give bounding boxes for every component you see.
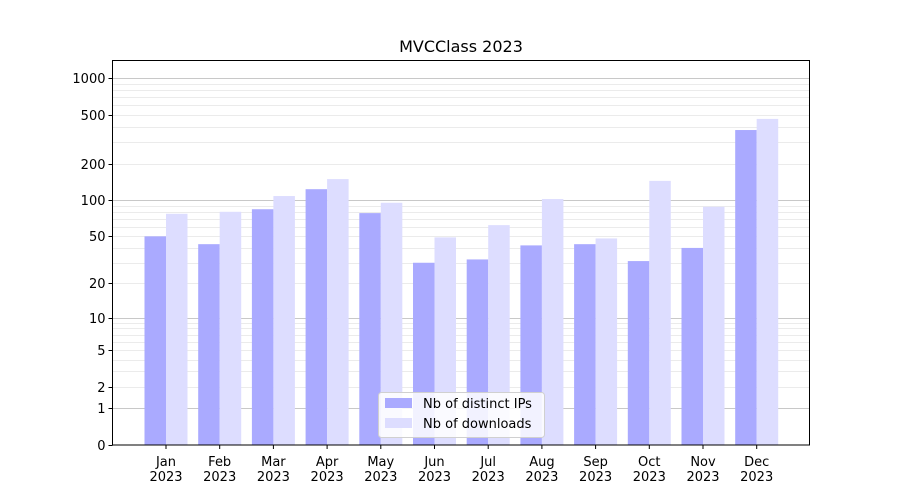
x-tick-label: Aug 2023 (525, 455, 558, 485)
x-tick-label: Nov 2023 (686, 455, 719, 485)
legend: Nb of distinct IPs Nb of downloads (378, 392, 545, 438)
x-tick-label-line: Oct (638, 455, 660, 470)
x-tick-label-line: Aug (529, 455, 554, 470)
x-tick-label: Feb 2023 (203, 455, 236, 485)
x-tick-label: Jan 2023 (149, 455, 182, 485)
x-tick-label-line: 2023 (364, 470, 397, 485)
bar-downloads (380, 202, 403, 445)
bar-ips (251, 209, 274, 445)
bar-downloads (541, 199, 564, 445)
x-tick-label-line: Jun (423, 455, 444, 470)
x-tick-label-line: Mar (261, 455, 286, 470)
x-tick-label-line: 2023 (257, 470, 290, 485)
y-tick-label: 2 (97, 381, 105, 396)
x-tick-label-line: 2023 (203, 470, 236, 485)
bars (144, 118, 779, 445)
x-tick-label-line: 2023 (525, 470, 558, 485)
x-tick-label-line: 2023 (633, 470, 666, 485)
y-axis: 0 1 2 5 10 20 50 100 200 500 1000 (72, 72, 113, 454)
y-tick-label: 10 (89, 312, 106, 327)
bar-ips (735, 130, 757, 445)
bar-downloads (649, 180, 671, 445)
bar-ips (574, 244, 596, 445)
x-tick-label: Sep 2023 (579, 455, 612, 485)
x-tick-label-line: 2023 (311, 470, 344, 485)
x-tick-label-line: Dec (744, 455, 769, 470)
x-tick-label-line: 2023 (740, 470, 773, 485)
bar-ips (198, 244, 220, 445)
y-tick-label: 20 (89, 277, 106, 292)
legend-box (378, 392, 545, 438)
bar-downloads (273, 196, 295, 445)
bar-downloads (219, 211, 242, 445)
bar-downloads (488, 225, 510, 445)
x-tick-label-line: Nov (690, 455, 716, 470)
bar-ips (305, 189, 328, 445)
y-tick-label: 0 (97, 439, 105, 454)
legend-label: Nb of downloads (423, 417, 532, 432)
x-tick-label: Jun 2023 (418, 455, 451, 485)
x-tick-label-line: 2023 (149, 470, 182, 485)
y-tick-label: 100 (81, 194, 106, 209)
y-tick-label: 1000 (72, 72, 105, 87)
plot-frame (112, 60, 810, 446)
x-tick-label-line: Jul (479, 455, 496, 470)
y-tick-label: 5 (97, 344, 105, 359)
chart-title: MVCClass 2023 (399, 37, 523, 56)
bar-ips (359, 213, 381, 445)
bar-ips (144, 236, 166, 445)
x-tick-label-line: 2023 (686, 470, 719, 485)
x-tick-label: Dec 2023 (740, 455, 773, 485)
x-tick-label: Mar 2023 (257, 455, 290, 485)
x-tick-label-line: Sep (583, 455, 608, 470)
bar-ips (627, 261, 650, 445)
bar-ips (681, 247, 703, 445)
bar-downloads (166, 213, 188, 445)
x-tick-label-line: Feb (208, 455, 231, 470)
legend-swatch (385, 418, 412, 428)
x-tick-label-line: 2023 (472, 470, 505, 485)
x-tick-label: May 2023 (364, 455, 397, 485)
y-tick-label: 1 (97, 402, 105, 417)
y-tick-label: 200 (81, 158, 106, 173)
x-tick-label: Apr 2023 (311, 455, 344, 485)
y-tick-label: 50 (89, 230, 106, 245)
bar-downloads (327, 179, 349, 445)
bar-downloads (595, 238, 618, 445)
x-tick-label-line: Jan (155, 455, 176, 470)
y-tick-label: 500 (81, 109, 106, 124)
x-tick-label-line: May (367, 455, 394, 470)
x-tick-label-line: 2023 (418, 470, 451, 485)
bar-downloads (756, 118, 779, 445)
x-tick-label-line: 2023 (579, 470, 612, 485)
x-tick-label-line: Apr (316, 455, 339, 470)
legend-label: Nb of distinct IPs (423, 397, 532, 412)
x-tick-label: Jul 2023 (472, 455, 505, 485)
x-tick-label: Oct 2023 (633, 455, 666, 485)
bar-downloads (703, 206, 725, 445)
legend-swatch (385, 398, 412, 408)
